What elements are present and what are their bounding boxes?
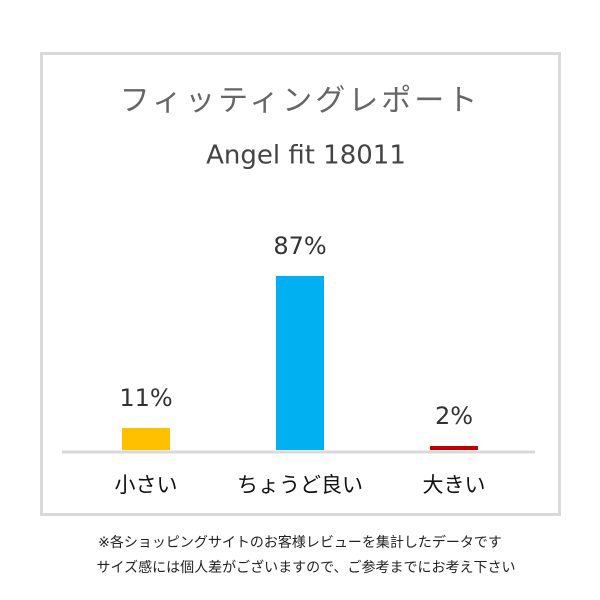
value-label: 11% [119,384,172,412]
bar [430,446,478,450]
bar [276,276,324,450]
value-label: 2% [435,402,473,430]
bar [122,428,170,450]
footnote: サイズ感には個人差がございますので、ご参考までにお考え下さい [96,559,515,576]
category-label: ちょうど良い [237,473,363,497]
footnote: ※各ショッピングサイトのお客様レビューを集計したデータです [98,534,502,551]
chart-subtitle: Angel fit 18011 [206,141,406,171]
value-label: 87% [273,232,326,260]
category-label: 大きい [423,473,486,497]
chart-title: フィッティングレポート [120,84,481,119]
category-label: 小さい [115,473,178,497]
